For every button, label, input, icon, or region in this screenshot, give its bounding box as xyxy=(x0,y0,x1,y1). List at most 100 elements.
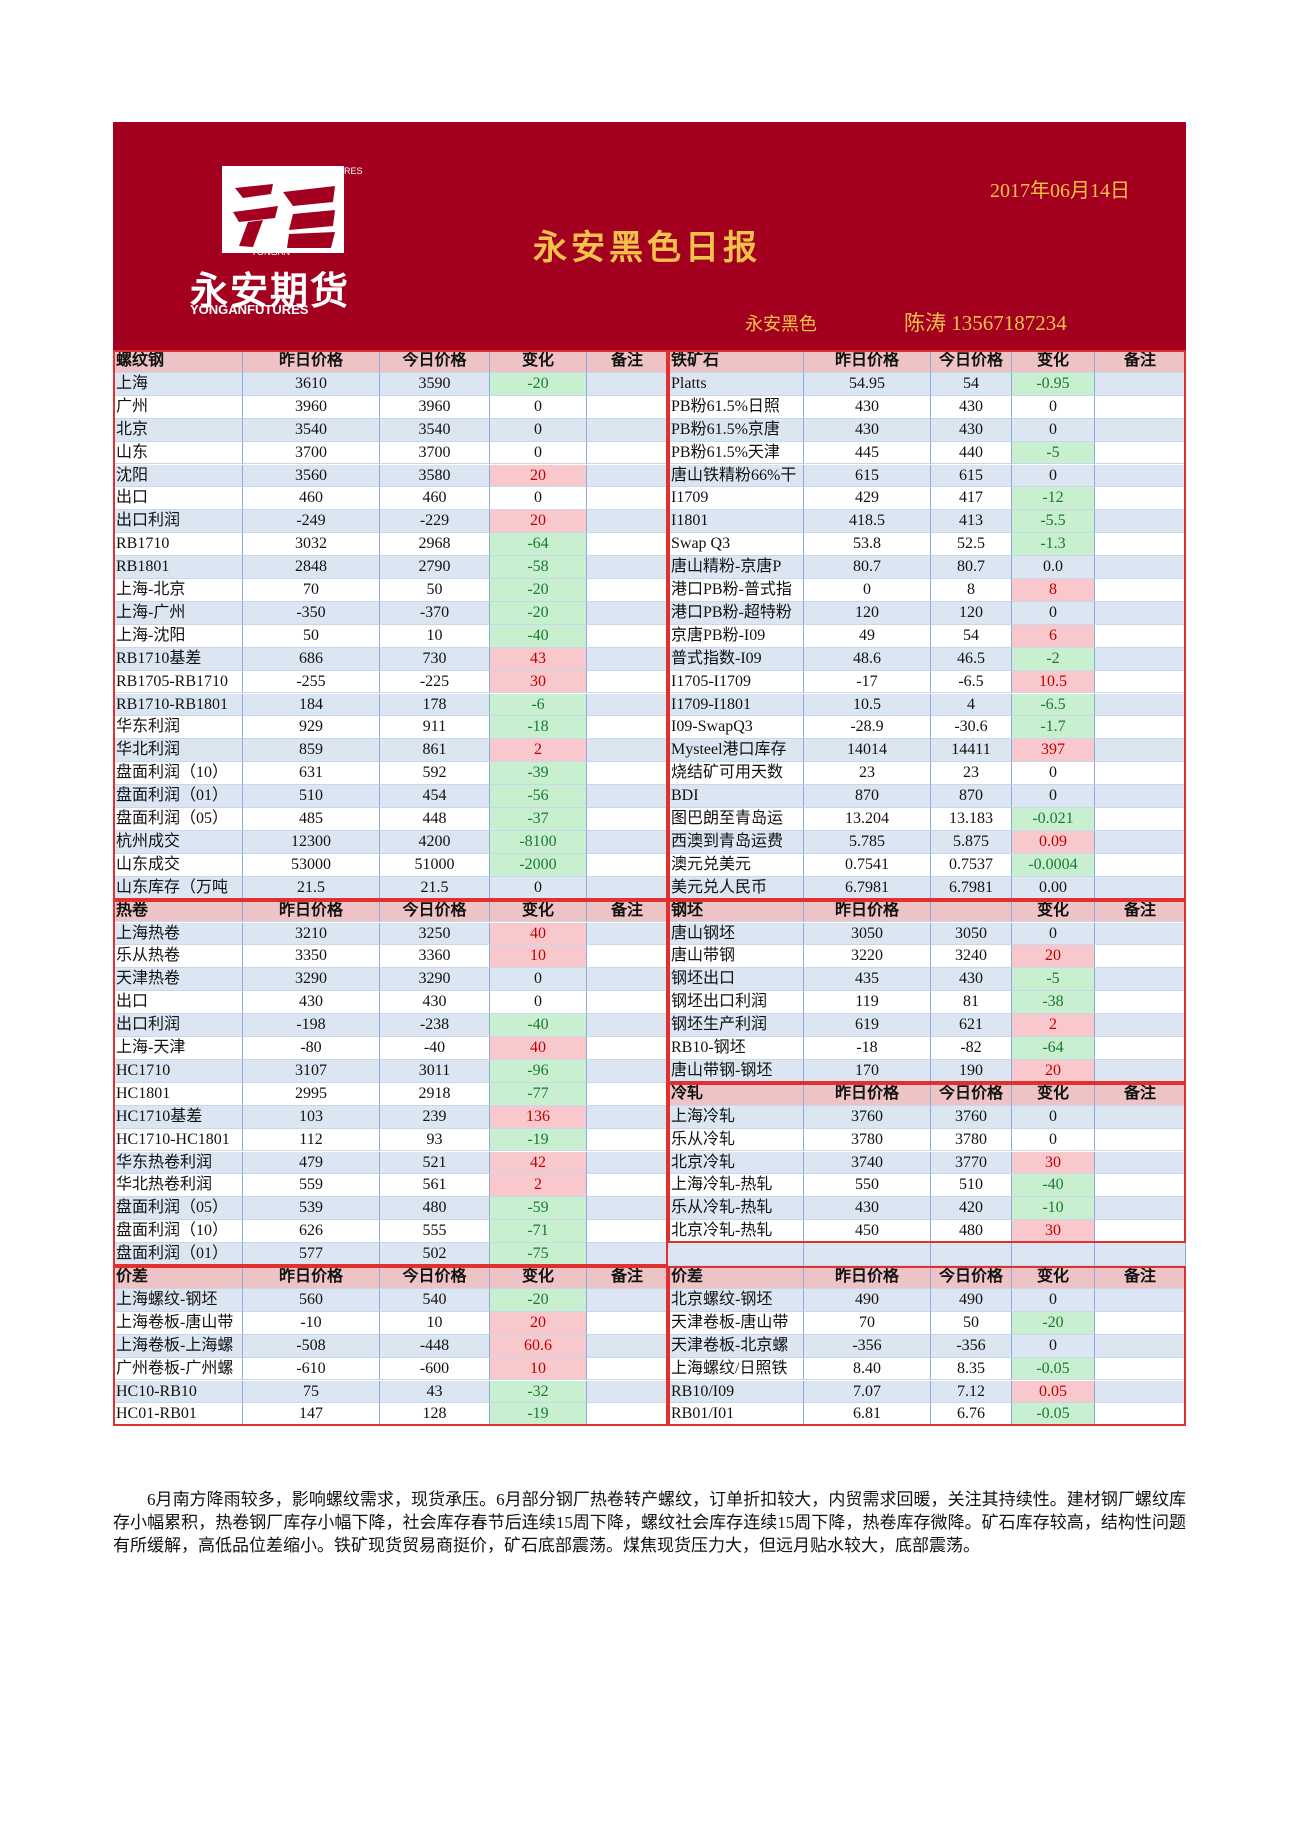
row-label: HC1710 xyxy=(113,1059,243,1083)
price-cell: 21.5 xyxy=(380,876,490,900)
price-cell: 480 xyxy=(380,1197,490,1221)
remark-cell xyxy=(587,647,668,671)
row-label: 盘面利润（05） xyxy=(113,808,243,831)
row-label: 普式指数-I09 xyxy=(668,647,804,671)
row-label: 港口PB粉-普式指 xyxy=(668,579,804,602)
change-cell: 0 xyxy=(1012,395,1095,419)
change-cell: 0 xyxy=(1012,1105,1095,1129)
department: 永安黑色 xyxy=(745,314,817,334)
column-header: 今日价格 xyxy=(380,1266,490,1289)
change-cell: -58 xyxy=(490,556,587,579)
row-label: 华东利润 xyxy=(113,716,243,740)
row-label: PB粉61.5%京唐 xyxy=(668,418,804,442)
price-cell: 170 xyxy=(804,1059,931,1083)
remark-cell xyxy=(587,1037,668,1060)
change-cell: -5 xyxy=(1012,441,1095,465)
price-cell: 3350 xyxy=(243,945,380,969)
change-cell: -20 xyxy=(490,601,587,625)
price-cell: 577 xyxy=(243,1243,380,1266)
row-label: 华东热卷利润 xyxy=(113,1151,243,1175)
column-header: 备注 xyxy=(587,350,668,373)
price-cell: 430 xyxy=(931,418,1012,442)
row-label: 北京螺纹-钢坯 xyxy=(668,1288,804,1312)
price-cell: 540 xyxy=(380,1288,490,1312)
remark-cell xyxy=(587,693,668,717)
column-header: 今日价格 xyxy=(380,899,490,923)
row-label: 上海冷轧-热轧 xyxy=(668,1174,804,1198)
price-cell: 120 xyxy=(804,601,931,625)
row-label: I1709 xyxy=(668,487,804,511)
change-cell: 397 xyxy=(1012,739,1095,763)
price-cell: 3580 xyxy=(380,464,490,488)
price-cell: 6.7981 xyxy=(804,876,931,900)
row-label: 出口利润 xyxy=(113,1014,243,1037)
remark-cell xyxy=(1095,418,1186,442)
price-cell: 510 xyxy=(931,1174,1012,1198)
change-cell: -19 xyxy=(490,1128,587,1152)
price-cell: 430 xyxy=(804,1197,931,1221)
change-cell: 43 xyxy=(490,647,587,671)
column-header: 变化 xyxy=(1012,1266,1095,1289)
row-label: HC1710基差 xyxy=(113,1105,243,1129)
remark-cell xyxy=(1095,647,1186,671)
row-label: 钢坯出口 xyxy=(668,968,804,992)
price-cell: 53.8 xyxy=(804,533,931,557)
logo-name: 永安期货 xyxy=(190,271,351,313)
price-cell: 14014 xyxy=(804,739,931,763)
row-label: 沈阳 xyxy=(113,464,243,488)
change-cell: 0.0 xyxy=(1012,556,1095,579)
remark-cell xyxy=(587,945,668,969)
change-cell: 2 xyxy=(1012,1014,1095,1037)
remark-cell xyxy=(1095,670,1186,694)
price-cell: -370 xyxy=(380,601,490,625)
empty-cell xyxy=(668,1243,804,1266)
empty-cell xyxy=(804,1243,931,1266)
row-label: 烧结矿可用天数 xyxy=(668,762,804,786)
row-label: Swap Q3 xyxy=(668,533,804,557)
price-cell: 7.07 xyxy=(804,1380,931,1404)
remark-cell xyxy=(587,464,668,488)
price-cell: 3700 xyxy=(380,441,490,465)
column-header: 热卷 xyxy=(113,899,243,923)
price-cell: 3220 xyxy=(804,945,931,969)
price-cell: 23 xyxy=(931,762,1012,786)
price-cell: 490 xyxy=(804,1288,931,1312)
price-cell: 120 xyxy=(931,601,1012,625)
row-label: 唐山钢坯 xyxy=(668,922,804,946)
change-cell: 0 xyxy=(490,991,587,1015)
column-header: 备注 xyxy=(1095,350,1186,373)
remark-cell xyxy=(1095,487,1186,511)
column-header: 铁矿石 xyxy=(668,350,804,373)
column-header: 变化 xyxy=(490,1266,587,1289)
remark-cell xyxy=(1095,739,1186,763)
price-cell: 870 xyxy=(931,785,1012,808)
change-cell: -37 xyxy=(490,808,587,831)
row-label: 广州卷板-广州螺 xyxy=(113,1357,243,1381)
remark-cell xyxy=(1095,1014,1186,1037)
price-cell: 48.6 xyxy=(804,647,931,671)
change-cell: 2 xyxy=(490,739,587,763)
row-label: 上海-北京 xyxy=(113,579,243,602)
price-cell: 418.5 xyxy=(804,510,931,534)
logo-sub: YONGANFUTURES xyxy=(190,302,309,317)
remark-cell xyxy=(1095,601,1186,625)
change-cell: -71 xyxy=(490,1220,587,1244)
price-cell: 3210 xyxy=(243,922,380,946)
change-cell: -20 xyxy=(490,579,587,602)
price-cell: 3050 xyxy=(931,922,1012,946)
price-cell: 2790 xyxy=(380,556,490,579)
remark-cell xyxy=(1095,533,1186,557)
column-header: 价差 xyxy=(113,1266,243,1289)
remark-cell xyxy=(587,808,668,831)
change-cell: 0.05 xyxy=(1012,1380,1095,1404)
price-cell: 43 xyxy=(380,1380,490,1404)
column-header: 昨日价格 xyxy=(804,899,931,923)
remark-cell xyxy=(587,533,668,557)
price-cell: 54.95 xyxy=(804,372,931,396)
price-cell: 8.40 xyxy=(804,1357,931,1381)
row-label: 乐从热卷 xyxy=(113,945,243,969)
price-cell: 52.5 xyxy=(931,533,1012,557)
remark-cell xyxy=(587,1334,668,1358)
remark-cell xyxy=(587,1105,668,1129)
remark-cell xyxy=(587,1311,668,1335)
